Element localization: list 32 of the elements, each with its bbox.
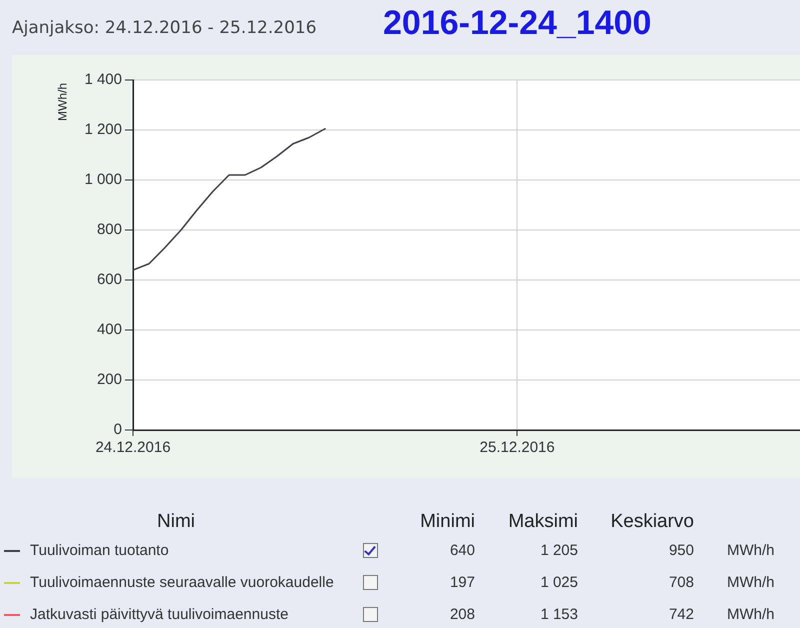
y-tick-label: 800 [96, 221, 122, 238]
y-tick-label: 1 200 [84, 121, 122, 138]
text: 1 205 [540, 542, 578, 559]
text: Nimi [157, 511, 195, 533]
text: MWh/h [727, 574, 775, 591]
x-tick-label: 25.12.2016 [480, 439, 555, 456]
text: MWh/h [727, 606, 775, 623]
text: Maksimi [508, 511, 578, 533]
y-axis-title: MWh/h [55, 82, 70, 122]
text: 197 [450, 574, 475, 591]
y-tick-label: 1 000 [84, 171, 122, 188]
y-tick-label: 0 [114, 421, 122, 438]
y-tick-label: 400 [96, 321, 122, 338]
y-tick-label: 600 [96, 271, 122, 288]
text: Minimi [420, 511, 475, 533]
text: MWh/h [727, 542, 775, 559]
text: 950 [668, 542, 694, 559]
text: 742 [668, 606, 694, 623]
x-tick-label: 24.12.2016 [95, 439, 171, 456]
chart-title: 2016-12-24_1400 [383, 4, 652, 43]
chart-subtitle: Ajanjakso: 24.12.2016 - 25.12.2016 [12, 18, 317, 38]
text: 640 [450, 542, 475, 559]
legend-label: Jatkuvasti päivittyvä tuulivoimaennuste [30, 606, 288, 623]
text: Keskiarvo [610, 511, 694, 533]
legend-label: Tuulivoimaennuste seuraavalle vuorokaudelle [30, 574, 334, 591]
text: 1 153 [540, 606, 578, 623]
text: 208 [450, 606, 475, 623]
text: 708 [668, 574, 694, 591]
text: 1 025 [540, 574, 578, 591]
y-tick-label: 1 400 [84, 71, 122, 88]
legend-label: Tuulivoiman tuotanto [30, 542, 169, 559]
y-tick-label: 200 [96, 371, 122, 388]
